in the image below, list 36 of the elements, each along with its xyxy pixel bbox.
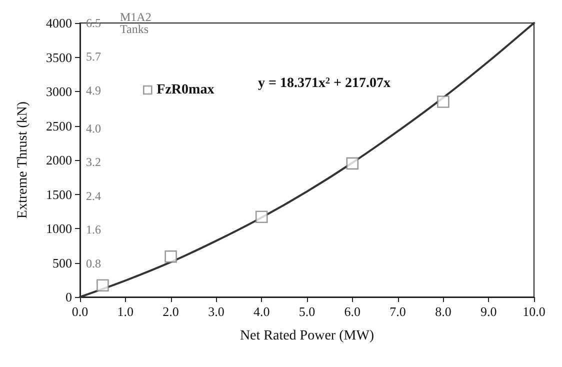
y-tick-label: 1500 [46, 186, 72, 202]
y-tick-label: 0 [66, 290, 72, 304]
x-tick-label: 4.0 [253, 304, 270, 319]
y-tick-label: 500 [52, 255, 72, 270]
point [437, 96, 450, 108]
x-tick-label: 3.0 [208, 304, 224, 319]
y-tick-label: 4000 [46, 16, 72, 30]
x-tick-label: 0.0 [72, 304, 88, 319]
x-tick-label: 2.0 [162, 304, 179, 319]
y2-tick-label: 5.7 [86, 50, 101, 64]
x-tick-label: 8.0 [435, 304, 452, 319]
y-axis-title: Extreme Thrust (kN) [16, 101, 30, 219]
x-tick-label: 6.0 [344, 304, 361, 319]
y2-tick-label: 4.0 [86, 121, 101, 136]
y2-tick-label: 2.4 [86, 188, 101, 203]
point [346, 157, 359, 170]
x-axis-title: Net Rated Power (MW) [240, 328, 374, 344]
y-tick-label: 2000 [46, 152, 72, 168]
x-tick-label: 10.0 [522, 304, 546, 319]
y-tick-label: 2500 [46, 118, 72, 134]
y2-tick-label: 1.6 [86, 222, 101, 237]
y2-tick-label: 4.9 [86, 83, 101, 98]
y2-axis-title: M1A2 Tanks [120, 10, 152, 36]
y-tick-label: 3000 [46, 84, 72, 99]
y2-tick-label: 0.8 [86, 256, 101, 270]
y-tick-label: 3500 [46, 50, 72, 65]
point [255, 210, 268, 224]
x-tick-label: 5.0 [298, 304, 316, 319]
x-tick-label: 9.0 [480, 304, 497, 319]
point [164, 250, 177, 263]
y2-tick-label: 3.2 [86, 155, 101, 170]
legend-label: FzR0max [156, 82, 214, 98]
x-tick-label: 7.0 [390, 304, 406, 319]
y-tick-label: 1000 [46, 221, 72, 236]
point [96, 279, 109, 292]
x-tick-label: 1.0 [117, 304, 134, 319]
